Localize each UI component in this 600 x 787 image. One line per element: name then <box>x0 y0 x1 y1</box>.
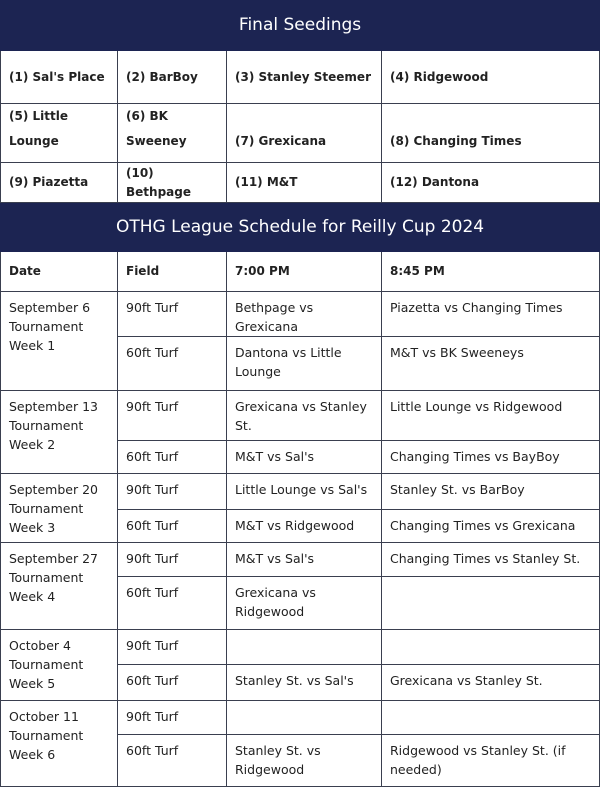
game-cell: Grexicana vs Stanley St. <box>226 390 382 441</box>
game-cell: Grexicana vs Ridgewood <box>226 576 382 630</box>
field-cell: 60ft Turf <box>117 576 227 630</box>
game-cell <box>226 700 382 735</box>
schedule-title: OTHG League Schedule for Reilly Cup 2024 <box>0 202 600 252</box>
game-cell: M&T vs Sal's <box>226 440 382 474</box>
schedule-title-row: OTHG League Schedule for Reilly Cup 2024 <box>0 202 600 252</box>
game-cell <box>380 576 600 630</box>
seed-cell: (11) M&T <box>226 162 382 203</box>
game-cell: Changing Times vs BayBoy <box>380 440 600 474</box>
game-cell: Changing Times vs Grexicana <box>380 509 600 543</box>
seed-cell: (3) Stanley Steemer <box>226 50 382 104</box>
seed-cell: (1) Sal's Place <box>0 50 118 104</box>
week-date-cell: September 13 Tournament Week 2 <box>0 390 118 474</box>
field-cell: 60ft Turf <box>117 440 227 474</box>
schedule-row: 60ft Turf M&T vs Sal's Changing Times vs B… <box>1 440 600 474</box>
schedule-row: October 11 Tournament Week 6 90ft Turf <box>0 700 600 787</box>
schedule-row: October 4 Tournament Week 5 90ft Turf <box>0 629 600 701</box>
field-cell: 90ft Turf <box>117 390 227 441</box>
field-cell: 90ft Turf <box>117 700 227 735</box>
seedings-title: Final Seedings <box>0 0 600 51</box>
field-cell: 90ft Turf <box>117 629 227 665</box>
seed-cell: (10) Bethpage <box>117 162 227 203</box>
game-cell <box>226 629 382 665</box>
game-cell <box>380 700 600 735</box>
game-cell: Grexicana vs Stanley St. <box>380 664 600 701</box>
week-date-cell: October 11 Tournament Week 6 <box>0 700 118 787</box>
game-cell: Bethpage vs Grexicana <box>226 291 382 337</box>
seed-row: (5) Little Lounge (6) BK Sweeney (7) Grexi… <box>0 103 600 163</box>
seed-row: (1) Sal's Place (2) BarBoy (3) Stanley Ste… <box>0 50 600 104</box>
schedule-row: 60ft Turf Dantona vs Little Lounge M&T vs … <box>1 336 600 391</box>
game-cell: Ridgewood vs Stanley St. (if needed) <box>380 734 600 787</box>
game-cell: Little Lounge vs Ridgewood <box>380 390 600 441</box>
game-cell: M&T vs BK Sweeneys <box>380 336 600 391</box>
game-cell <box>380 629 600 665</box>
field-cell: 60ft Turf <box>117 509 227 543</box>
game-cell: Changing Times vs Stanley St. <box>380 542 600 577</box>
week-date-cell: September 20 Tournament Week 3 <box>0 473 118 543</box>
field-cell: 90ft Turf <box>117 291 227 337</box>
game-cell: Stanley St. vs Sal's <box>226 664 382 701</box>
seed-cell: (9) Piazetta <box>0 162 118 203</box>
schedule-row: September 6 Tournament Week 1 90ft Turf Be… <box>0 291 600 391</box>
seed-cell: (4) Ridgewood <box>380 50 600 104</box>
week-date-cell: September 27 Tournament Week 4 <box>0 542 118 630</box>
seed-cell: (12) Dantona <box>380 162 600 203</box>
column-header: 7:00 PM <box>226 251 382 292</box>
schedule-row: September 13 Tournament Week 2 90ft Turf G… <box>0 390 600 474</box>
field-cell: 60ft Turf <box>117 734 227 787</box>
schedule-header-row: Date Field 7:00 PM 8:45 PM <box>0 251 600 292</box>
column-header: Field <box>117 251 227 292</box>
game-cell: M&T vs Sal's <box>226 542 382 577</box>
game-cell: Piazetta vs Changing Times <box>380 291 600 337</box>
seed-cell: (8) Changing Times <box>380 103 600 163</box>
week-date-cell: September 6 Tournament Week 1 <box>0 291 118 391</box>
schedule-row: September 27 Tournament Week 4 90ft Turf M… <box>0 542 600 630</box>
field-cell: 90ft Turf <box>117 473 227 510</box>
seed-cell: (7) Grexicana <box>226 103 382 163</box>
seed-cell: (2) BarBoy <box>117 50 227 104</box>
seed-cell: (6) BK Sweeney <box>117 103 227 163</box>
field-cell: 60ft Turf <box>117 664 227 701</box>
seed-cell: (5) Little Lounge <box>0 103 118 163</box>
game-cell: Stanley St. vs Ridgewood <box>226 734 382 787</box>
game-cell: Stanley St. vs BarBoy <box>380 473 600 510</box>
field-cell: 90ft Turf <box>117 542 227 577</box>
game-cell: M&T vs Ridgewood <box>226 509 382 543</box>
game-cell: Dantona vs Little Lounge <box>226 336 382 391</box>
field-cell: 60ft Turf <box>117 336 227 391</box>
schedule-row: September 20 Tournament Week 3 90ft Turf L… <box>0 473 600 543</box>
seed-row: (9) Piazetta (10) Bethpage (11) M&T (12) Da… <box>0 162 600 203</box>
game-cell: Little Lounge vs Sal's <box>226 473 382 510</box>
column-header: Date <box>0 251 118 292</box>
week-date-cell: October 4 Tournament Week 5 <box>0 629 118 701</box>
column-header: 8:45 PM <box>380 251 600 292</box>
